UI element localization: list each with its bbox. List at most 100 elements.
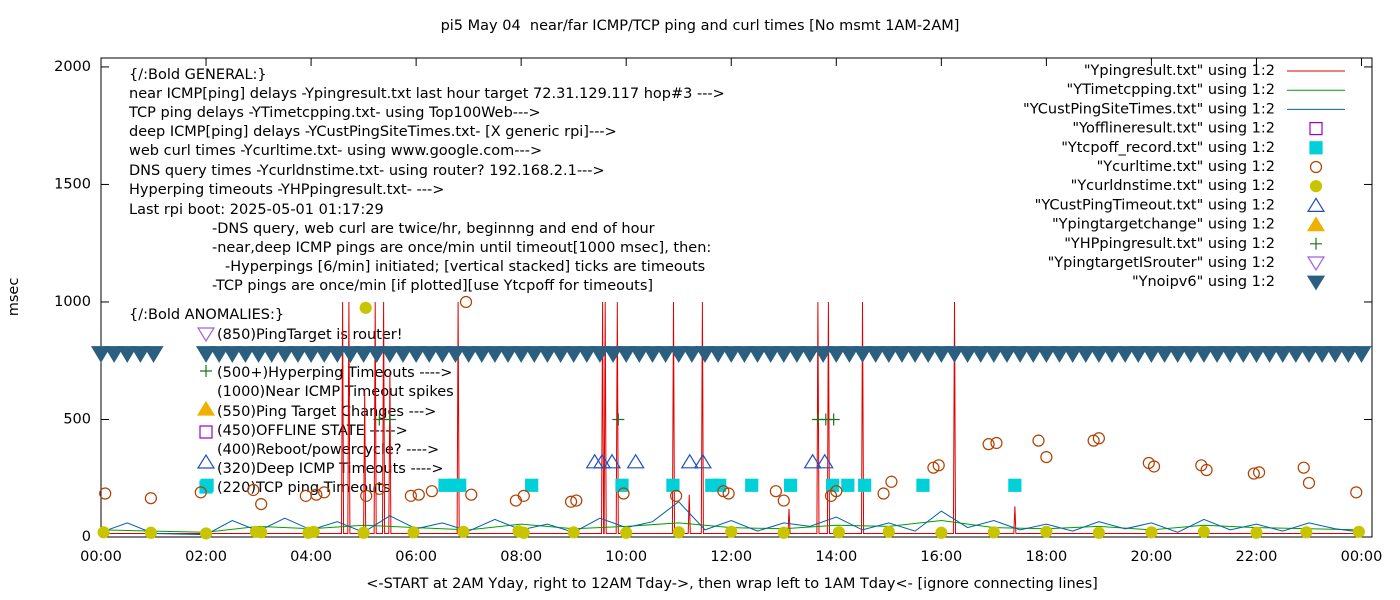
marker	[1141, 346, 1162, 363]
marker	[471, 346, 492, 363]
marker	[1036, 346, 1057, 363]
marker	[1092, 526, 1105, 539]
marker	[327, 346, 348, 363]
marker	[722, 487, 735, 500]
marker	[827, 413, 840, 426]
legend-label: "Yofflineresult.txt" using 1:2	[1072, 121, 1275, 137]
marker	[517, 526, 530, 539]
marker	[680, 453, 699, 469]
marker	[957, 346, 978, 363]
legend-label: "Ycurldnstime.txt" using 1:2	[1071, 178, 1275, 194]
marker	[1167, 346, 1188, 363]
marker	[1087, 434, 1100, 447]
marker	[815, 453, 834, 469]
marker	[777, 526, 790, 539]
marker	[497, 346, 519, 363]
x-tick-label: 02:00	[185, 549, 227, 565]
legend-swatch	[1306, 256, 1326, 272]
chart-title: pi5 May 04 near/far ICMP/TCP ping and cu…	[441, 18, 960, 34]
marker	[247, 483, 260, 497]
marker	[248, 346, 269, 363]
marker	[839, 346, 860, 363]
marker	[694, 346, 716, 363]
marker	[1350, 486, 1363, 499]
marker	[1008, 478, 1022, 492]
annotation: (450)OFFLINE STATE ----->	[217, 423, 408, 439]
marker	[642, 346, 663, 363]
legend-label: "Ytcpoff_record.txt" using 1:2	[1061, 140, 1275, 156]
marker	[144, 492, 157, 505]
marker	[1207, 346, 1228, 363]
annotation: (320)Deep ICMP Timeouts ---->	[217, 461, 444, 477]
marker	[713, 478, 727, 492]
marker	[990, 436, 1003, 450]
marker	[1128, 346, 1149, 363]
marker	[564, 495, 578, 508]
marker	[576, 346, 597, 363]
marker	[1088, 346, 1109, 363]
annotation: -Hyperpings [6/min] initiated; [vertical…	[225, 259, 705, 275]
marker	[1246, 346, 1267, 363]
marker	[852, 346, 873, 363]
marker	[830, 485, 843, 498]
marker	[360, 489, 373, 502]
marker	[453, 478, 467, 492]
marker	[310, 488, 323, 501]
marker	[200, 478, 214, 492]
x-tick-label: 22:00	[1236, 549, 1278, 565]
marker	[1062, 346, 1083, 363]
marker	[255, 497, 268, 511]
x-tick-label: 06:00	[395, 549, 437, 565]
y-tick-label: 0	[82, 529, 91, 545]
marker	[747, 346, 768, 363]
marker	[721, 346, 742, 363]
marker	[858, 478, 872, 492]
marker	[353, 346, 374, 363]
x-tick-label: 00:00	[80, 549, 122, 565]
marker	[1352, 525, 1365, 538]
marker	[786, 346, 807, 363]
marker	[194, 486, 207, 499]
marker	[666, 478, 680, 492]
marker	[90, 346, 112, 363]
marker	[1200, 463, 1213, 477]
series-line	[100, 501, 1362, 536]
marker	[1247, 467, 1260, 480]
marker	[935, 526, 948, 539]
annotation: {/:Bold GENERAL:}	[129, 67, 267, 83]
marker	[222, 346, 243, 363]
marker	[458, 346, 479, 363]
marker	[1302, 476, 1316, 490]
x-tick-label: 00:00	[1341, 549, 1383, 565]
marker	[104, 346, 125, 363]
marker	[799, 346, 821, 363]
marker	[1115, 346, 1136, 363]
marker	[769, 485, 782, 498]
legend-label: "YpingtargetISrouter" using 1:2	[1048, 255, 1275, 271]
marker	[383, 413, 396, 426]
marker	[773, 346, 794, 363]
marker	[891, 346, 912, 363]
marker	[392, 346, 414, 363]
marker	[199, 527, 213, 540]
marker	[143, 346, 164, 363]
marker	[655, 346, 676, 363]
key-icon	[199, 425, 213, 439]
marker	[612, 413, 625, 426]
marker	[589, 346, 611, 363]
marker	[882, 525, 895, 538]
marker	[144, 526, 157, 539]
marker	[509, 494, 523, 507]
legend-label: "YCustPingTimeout.txt" using 1:2	[1035, 197, 1275, 213]
marker	[905, 346, 926, 363]
marker	[918, 346, 939, 363]
marker	[195, 346, 217, 363]
marker	[1250, 526, 1263, 539]
annotation: (400)Reboot/powercycle? ---->	[217, 442, 439, 458]
legend-swatch	[1310, 237, 1322, 250]
marker	[1233, 346, 1254, 363]
marker	[445, 346, 466, 363]
y-tick-label: 2000	[54, 59, 91, 75]
annotation: -near,deep ICMP pings are once/min until…	[212, 240, 711, 256]
